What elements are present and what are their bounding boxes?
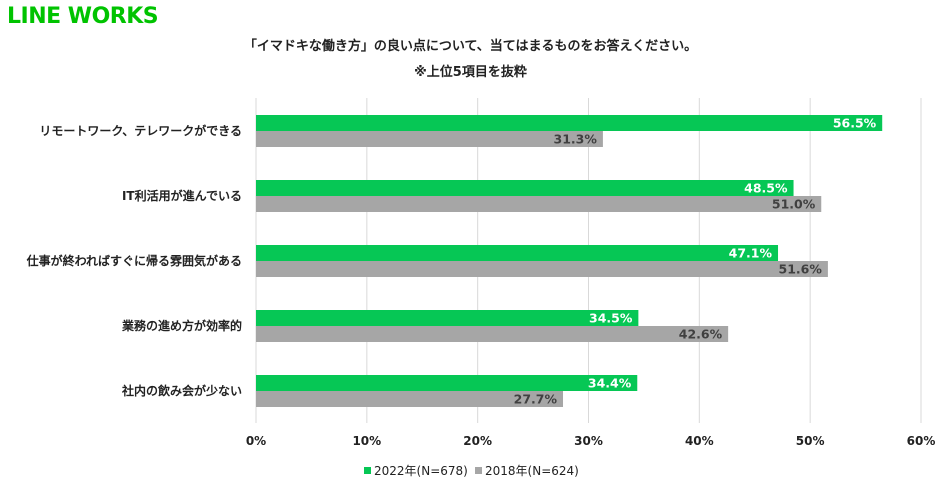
x-tick-label: 30% xyxy=(574,434,603,448)
line-works-logo: LINE WORKS xyxy=(7,4,159,29)
data-label: 42.6% xyxy=(679,327,723,342)
bar xyxy=(256,310,639,326)
data-label: 34.5% xyxy=(589,311,633,326)
data-label: 31.3% xyxy=(554,132,598,147)
legend-label: 2022年(N=678) xyxy=(374,464,468,478)
x-tick-label: 50% xyxy=(796,434,825,448)
data-label: 27.7% xyxy=(514,392,558,407)
bar xyxy=(256,261,828,277)
bar xyxy=(256,391,564,407)
data-label: 51.6% xyxy=(779,262,823,277)
category-label: IT利活用が進んでいる xyxy=(122,188,242,203)
chart-subtitle: ※上位5項目を抜粋 xyxy=(414,65,527,80)
data-label: 56.5% xyxy=(833,116,877,131)
x-tick-label: 40% xyxy=(685,434,714,448)
data-label: 51.0% xyxy=(772,197,816,212)
legend-swatch xyxy=(475,467,482,474)
category-label: 社内の飲み会が少ない xyxy=(121,383,242,398)
x-tick-label: 20% xyxy=(463,434,492,448)
bar xyxy=(256,131,603,147)
chart-title: 「イマドキな働き方」の良い点について、当てはまるものをお答えください。 xyxy=(243,39,698,54)
x-tick-label: 60% xyxy=(907,434,936,448)
x-tick-label: 0% xyxy=(246,434,266,448)
data-label: 34.4% xyxy=(588,376,632,391)
category-label: 仕事が終わればすぐに帰る雰囲気がある xyxy=(26,253,242,268)
bar xyxy=(256,375,638,391)
bar xyxy=(256,245,779,261)
category-label: リモートワーク、テレワークができる xyxy=(39,123,242,138)
data-label: 48.5% xyxy=(744,181,788,196)
x-tick-label: 10% xyxy=(352,434,381,448)
category-label: 業務の進め方が効率的 xyxy=(121,318,242,333)
bar xyxy=(256,115,883,131)
bar xyxy=(256,196,822,212)
bar xyxy=(256,326,729,342)
legend-label: 2018年(N=624) xyxy=(485,464,579,478)
legend-swatch xyxy=(364,467,371,474)
data-label: 47.1% xyxy=(729,246,773,261)
bar xyxy=(256,180,794,196)
